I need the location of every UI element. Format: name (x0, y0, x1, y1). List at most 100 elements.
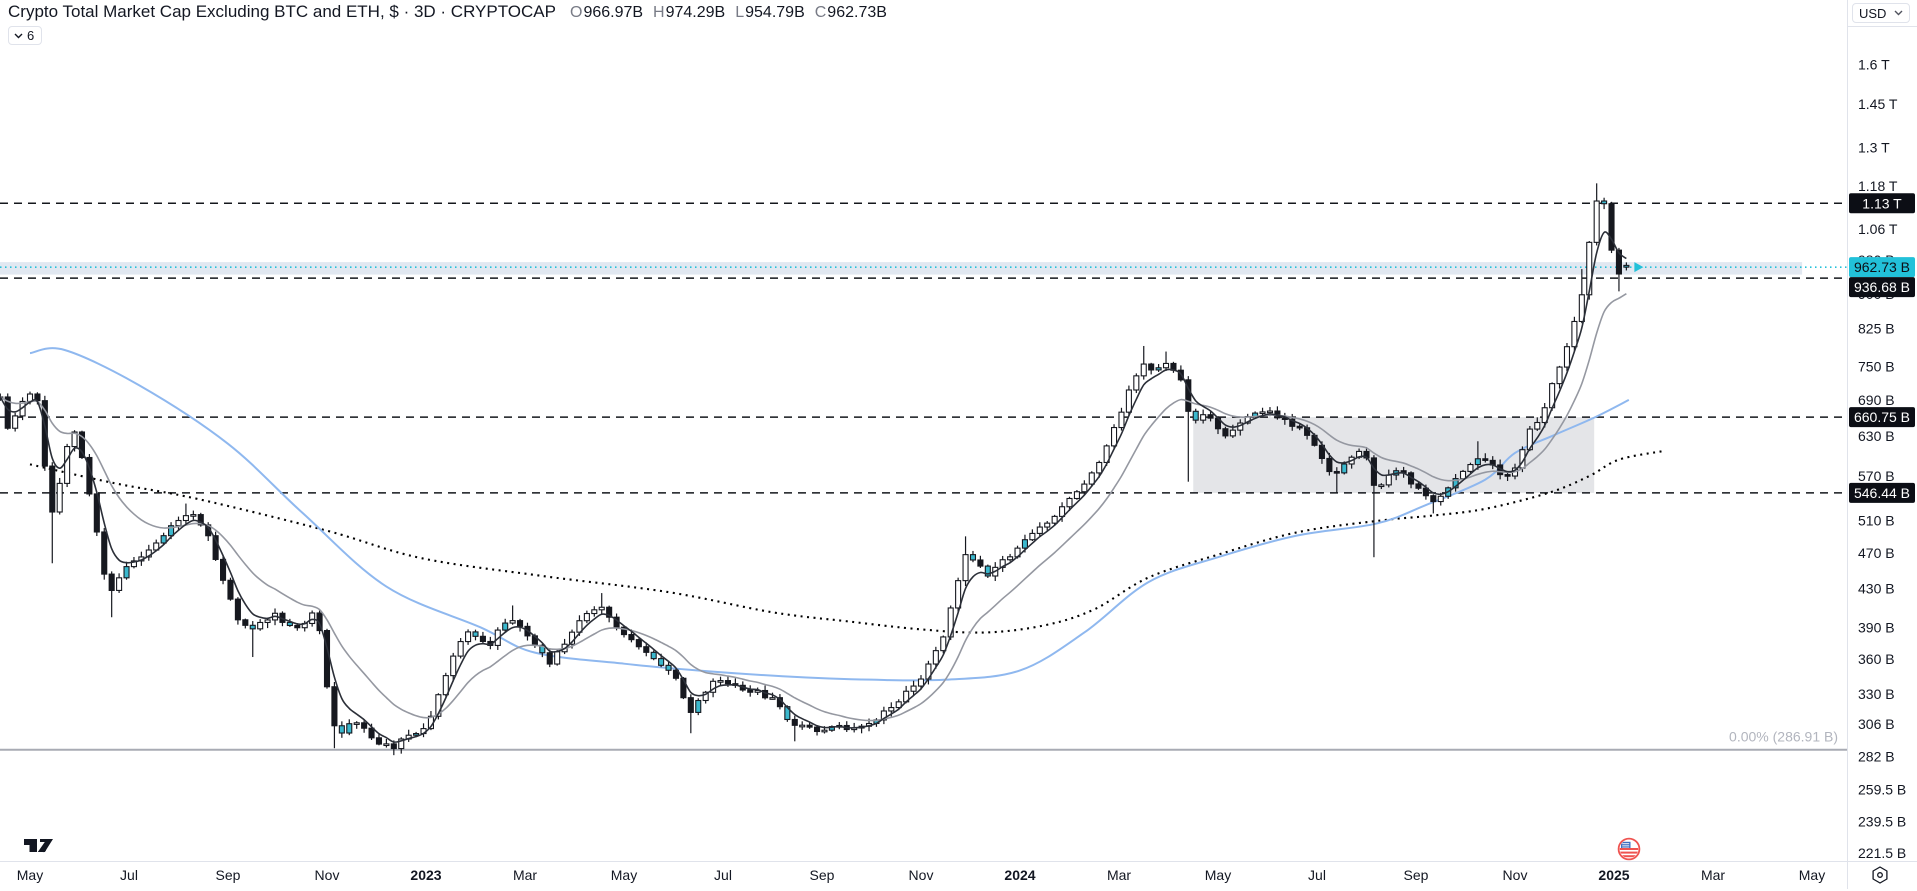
candle[interactable] (465, 629, 472, 645)
currency-selector[interactable]: USD (1852, 3, 1910, 23)
candle[interactable] (665, 660, 672, 675)
candle[interactable] (123, 561, 130, 580)
price-axis[interactable]: 1.6 T1.45 T1.3 T1.18 T1.06 T980 B900 B82… (1849, 57, 1915, 861)
axis-settings-gear-icon[interactable] (1869, 864, 1891, 891)
candle[interactable] (1148, 362, 1155, 375)
candle[interactable] (1333, 467, 1340, 494)
candle[interactable] (1556, 365, 1563, 389)
candle[interactable] (1125, 385, 1132, 416)
candle[interactable] (977, 555, 984, 568)
blue-ma-line[interactable] (29, 347, 1630, 682)
candle[interactable] (702, 690, 709, 704)
candle[interactable] (1615, 247, 1622, 292)
candle[interactable] (1007, 553, 1014, 562)
candle[interactable] (78, 430, 86, 460)
candle[interactable] (175, 516, 182, 531)
candle[interactable] (1133, 373, 1140, 394)
candle[interactable] (1088, 471, 1095, 487)
candle[interactable] (1155, 364, 1162, 372)
candle[interactable] (606, 605, 613, 623)
candle[interactable] (398, 737, 405, 754)
candle[interactable] (1541, 403, 1548, 428)
candle[interactable] (1036, 522, 1043, 537)
candle[interactable] (509, 605, 516, 625)
candle[interactable] (799, 721, 806, 730)
candle[interactable] (747, 685, 754, 697)
candle[interactable] (1467, 462, 1474, 473)
candle[interactable] (234, 597, 241, 625)
candle[interactable] (962, 536, 969, 587)
candle[interactable] (1601, 197, 1608, 210)
candle[interactable] (331, 682, 338, 749)
candle[interactable] (502, 618, 509, 632)
candle[interactable] (591, 606, 598, 617)
candle[interactable] (4, 393, 11, 430)
candle[interactable] (1118, 407, 1125, 431)
black-ma-line[interactable] (0, 231, 1627, 743)
candle[interactable] (1274, 406, 1281, 420)
candle[interactable] (1608, 201, 1615, 254)
candle[interactable] (383, 738, 390, 748)
candle[interactable] (1578, 269, 1585, 324)
candle[interactable] (264, 618, 271, 629)
candle[interactable] (1200, 409, 1207, 424)
candle[interactable] (190, 510, 197, 520)
dotted-ma-line[interactable] (29, 449, 1664, 634)
candle[interactable] (843, 721, 850, 732)
candle[interactable] (650, 650, 657, 661)
candle[interactable] (353, 721, 360, 729)
candle[interactable] (405, 729, 412, 742)
candle[interactable] (1162, 351, 1170, 371)
horizontal-levels[interactable]: 0.00% (286.91 B) (0, 202, 1847, 751)
candle[interactable] (687, 694, 694, 734)
candle[interactable] (361, 719, 368, 733)
candle[interactable] (643, 642, 650, 657)
candle[interactable] (813, 725, 821, 736)
candle[interactable] (858, 723, 865, 734)
candle[interactable] (323, 628, 331, 689)
candle[interactable] (182, 503, 189, 525)
candle[interactable] (969, 550, 977, 563)
candle[interactable] (212, 531, 219, 561)
candle[interactable] (1066, 496, 1073, 512)
candle[interactable] (12, 412, 19, 432)
candle[interactable] (1415, 481, 1422, 490)
candle[interactable] (1207, 410, 1214, 422)
candle[interactable] (257, 619, 264, 631)
candle[interactable] (732, 678, 739, 688)
tradingview-logo[interactable] (22, 833, 60, 862)
candle[interactable] (346, 719, 353, 736)
candle[interactable] (999, 555, 1006, 572)
candle[interactable] (1044, 521, 1051, 531)
indicators-collapse-button[interactable]: 6 (8, 26, 43, 45)
candle[interactable] (984, 564, 991, 578)
candle[interactable] (1504, 471, 1511, 481)
candle[interactable] (49, 462, 56, 564)
candle[interactable] (1296, 424, 1303, 431)
candle[interactable] (220, 556, 227, 585)
candle[interactable] (917, 675, 925, 690)
candle[interactable] (1051, 514, 1058, 526)
candle[interactable] (249, 621, 256, 658)
candle[interactable] (145, 544, 152, 561)
candle[interactable] (1571, 316, 1578, 353)
candle[interactable] (1192, 408, 1199, 424)
candle[interactable] (1029, 529, 1036, 541)
candle[interactable] (695, 698, 702, 716)
candle[interactable] (1073, 490, 1080, 500)
candle[interactable] (450, 652, 457, 682)
candle[interactable] (375, 733, 383, 746)
candle[interactable] (41, 395, 48, 471)
us-flag-event-icon[interactable] (1617, 837, 1641, 866)
candle[interactable] (1482, 453, 1489, 463)
candle[interactable] (472, 629, 479, 641)
candle[interactable] (1474, 441, 1481, 470)
candle[interactable] (620, 625, 628, 638)
candle[interactable] (1185, 376, 1192, 482)
gray-ma-line[interactable] (0, 292, 1627, 722)
candle[interactable] (806, 722, 813, 729)
candle[interactable] (108, 571, 115, 618)
candle[interactable] (1534, 417, 1541, 431)
candle[interactable] (583, 610, 590, 624)
